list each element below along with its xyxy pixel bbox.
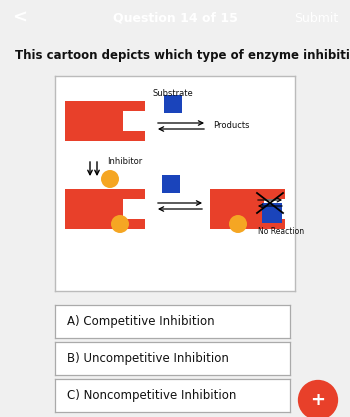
- Bar: [162, 175, 180, 193]
- Bar: [262, 203, 282, 223]
- Bar: [65, 189, 145, 229]
- Bar: [65, 101, 145, 141]
- Text: C) Noncompetitive Inhibition: C) Noncompetitive Inhibition: [67, 389, 236, 402]
- Text: <: <: [12, 9, 27, 27]
- Circle shape: [298, 380, 338, 417]
- Bar: [210, 189, 285, 229]
- Bar: [122, 199, 147, 219]
- Circle shape: [111, 215, 129, 233]
- Text: Inhibitor: Inhibitor: [107, 156, 142, 166]
- Text: No Reaction: No Reaction: [258, 226, 304, 236]
- Text: Substrate: Substrate: [153, 88, 193, 98]
- Text: B) Uncompetitive Inhibition: B) Uncompetitive Inhibition: [67, 352, 229, 365]
- Text: Submit: Submit: [294, 12, 338, 25]
- Bar: [164, 95, 182, 113]
- Circle shape: [101, 170, 119, 188]
- Text: Question 14 of 15: Question 14 of 15: [113, 12, 237, 25]
- Circle shape: [229, 215, 247, 233]
- Bar: [122, 111, 147, 131]
- Text: Products: Products: [213, 121, 250, 131]
- Text: A) Competitive Inhibition: A) Competitive Inhibition: [67, 315, 215, 328]
- Bar: [264, 199, 287, 219]
- Text: This cartoon depicts which type of enzyme inhibition?: This cartoon depicts which type of enzym…: [15, 50, 350, 63]
- Text: +: +: [310, 391, 326, 409]
